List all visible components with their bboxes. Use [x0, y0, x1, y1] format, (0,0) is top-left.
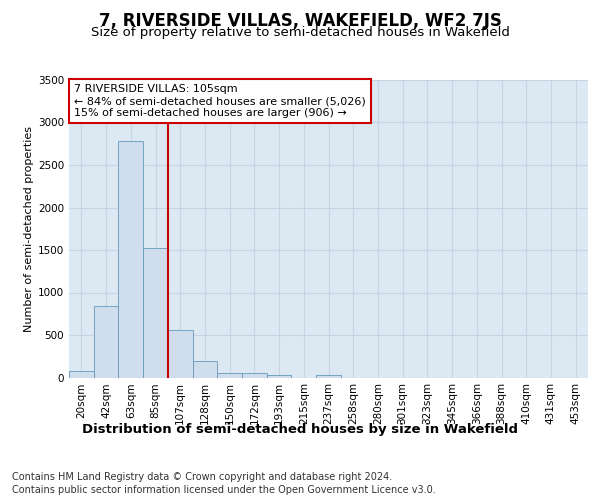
Bar [217, 373, 242, 378]
Bar [193, 361, 217, 378]
Bar [267, 375, 292, 378]
Text: 7, RIVERSIDE VILLAS, WAKEFIELD, WF2 7JS: 7, RIVERSIDE VILLAS, WAKEFIELD, WF2 7JS [98, 12, 502, 30]
Text: Contains public sector information licensed under the Open Government Licence v3: Contains public sector information licen… [12, 485, 436, 495]
Bar [94, 306, 118, 378]
Bar [118, 141, 143, 378]
Bar [316, 375, 341, 378]
Text: Distribution of semi-detached houses by size in Wakefield: Distribution of semi-detached houses by … [82, 422, 518, 436]
Text: Size of property relative to semi-detached houses in Wakefield: Size of property relative to semi-detach… [91, 26, 509, 39]
Y-axis label: Number of semi-detached properties: Number of semi-detached properties [24, 126, 34, 332]
Bar [168, 330, 193, 378]
Bar [69, 371, 94, 378]
Bar [143, 248, 168, 378]
Text: 7 RIVERSIDE VILLAS: 105sqm
← 84% of semi-detached houses are smaller (5,026)
15%: 7 RIVERSIDE VILLAS: 105sqm ← 84% of semi… [74, 84, 366, 117]
Bar [242, 373, 267, 378]
Text: Contains HM Land Registry data © Crown copyright and database right 2024.: Contains HM Land Registry data © Crown c… [12, 472, 392, 482]
